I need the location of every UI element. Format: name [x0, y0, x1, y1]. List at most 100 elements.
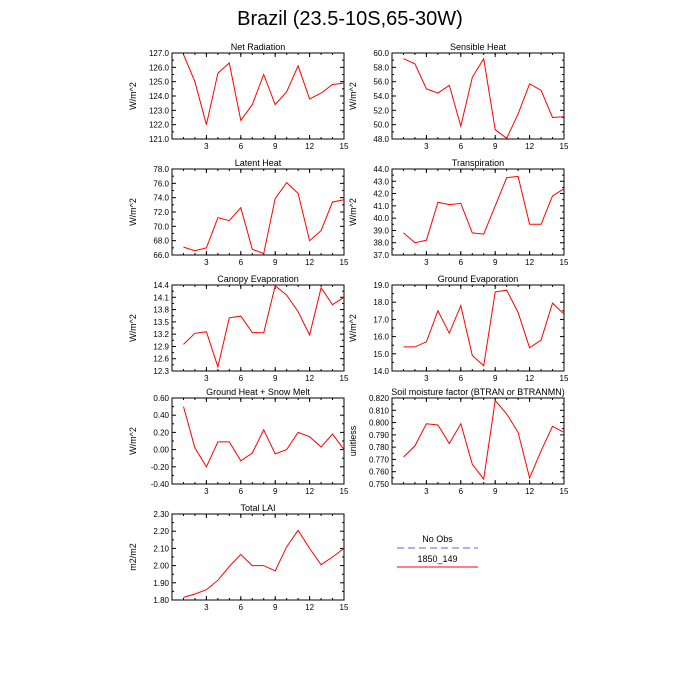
chart-panel: Soil moisture factor (BTRAN or BTRANMN) u…: [348, 387, 569, 496]
series-line: [403, 175, 565, 244]
x-tick-label: 6: [239, 258, 244, 267]
series-line: [183, 529, 345, 598]
y-tick-label: 54.0: [373, 92, 389, 101]
y-tick-label: 42.0: [373, 190, 389, 199]
y-axis-label: W/m^2: [348, 198, 358, 226]
x-tick-label: 15: [340, 487, 349, 496]
series-line: [183, 54, 345, 125]
y-axis-label: unitless: [348, 425, 358, 456]
x-tick-label: 15: [560, 142, 569, 151]
y-tick-label: 0.800: [369, 419, 390, 428]
y-tick-label: 123.0: [149, 106, 170, 115]
y-tick-label: 2.10: [153, 544, 169, 553]
x-tick-label: 3: [204, 142, 209, 151]
y-tick-label: 2.20: [153, 527, 169, 536]
x-tick-label: 9: [493, 374, 498, 383]
y-tick-label: 14.1: [153, 293, 169, 302]
y-tick-label: 50.0: [373, 121, 389, 130]
x-tick-label: 15: [340, 142, 349, 151]
y-tick-label: -0.20: [151, 463, 170, 472]
chart-panel: Canopy Evaporation W/m^2 12.3 12.6 12.9 13.2 1…: [128, 274, 349, 383]
y-tick-label: 12.9: [153, 342, 169, 351]
y-tick-label: 13.5: [153, 318, 169, 327]
y-tick-label: 122.0: [149, 121, 170, 130]
x-tick-label: 12: [305, 374, 314, 383]
panel-title: Transpiration: [452, 158, 504, 168]
x-tick-label: 3: [204, 374, 209, 383]
chart-panel: Ground Heat + Snow Melt W/m^2 -0.40 -0.20 0.…: [128, 387, 349, 496]
y-tick-label: 18.0: [373, 298, 389, 307]
x-tick-label: 15: [560, 258, 569, 267]
y-tick-label: 0.820: [369, 394, 390, 403]
x-tick-label: 9: [493, 258, 498, 267]
panel-title: Latent Heat: [235, 158, 282, 168]
y-tick-label: 0.20: [153, 428, 169, 437]
y-tick-label: 13.8: [153, 306, 169, 315]
y-tick-label: 127.0: [149, 49, 170, 58]
x-tick-label: 6: [459, 258, 464, 267]
x-tick-label: 12: [525, 374, 534, 383]
x-tick-label: 6: [239, 603, 244, 612]
y-tick-label: 44.0: [373, 165, 389, 174]
y-axis-label: W/m^2: [128, 314, 138, 342]
y-tick-label: 14.4: [153, 281, 169, 290]
series-line: [183, 284, 345, 369]
y-tick-label: 0.810: [369, 406, 390, 415]
x-tick-label: 12: [305, 258, 314, 267]
panel-title: Net Radiation: [231, 42, 286, 52]
plot-frame: [171, 168, 345, 256]
x-tick-label: 9: [273, 603, 278, 612]
x-tick-label: 3: [424, 258, 429, 267]
y-tick-label: 58.0: [373, 63, 389, 72]
y-axis-label: W/m^2: [128, 427, 138, 455]
y-tick-label: 41.0: [373, 202, 389, 211]
plot-frame: [391, 52, 565, 140]
y-tick-label: 72.0: [153, 208, 169, 217]
y-tick-label: 121.0: [149, 135, 170, 144]
x-tick-label: 15: [340, 258, 349, 267]
y-tick-label: 48.0: [373, 135, 389, 144]
plot-frame: [391, 284, 565, 372]
y-tick-label: 39.0: [373, 226, 389, 235]
panel-title: Canopy Evaporation: [217, 274, 299, 284]
y-tick-label: 1.80: [153, 596, 169, 605]
y-tick-label: 43.0: [373, 177, 389, 186]
chart-panel: Ground Evaporation W/m^2 14.0 15.0 16.0 17.0 1…: [348, 274, 569, 383]
x-tick-label: 9: [493, 487, 498, 496]
legend-label: No Obs: [422, 534, 453, 544]
x-tick-label: 12: [525, 258, 534, 267]
x-tick-label: 6: [459, 487, 464, 496]
series-line: [183, 181, 345, 255]
panel-title: Total LAI: [240, 503, 275, 513]
y-tick-label: 2.00: [153, 562, 169, 571]
y-tick-label: 66.0: [153, 251, 169, 260]
plot-frame: [171, 52, 345, 140]
y-tick-label: 12.3: [153, 367, 169, 376]
panel-title: Sensible Heat: [450, 42, 507, 52]
chart-panel: Sensible Heat W/m^2 48.0 50.0 52.0 54.0 56.0 58…: [348, 42, 569, 151]
x-tick-label: 6: [459, 374, 464, 383]
x-tick-label: 3: [204, 603, 209, 612]
y-tick-label: 78.0: [153, 165, 169, 174]
x-tick-label: 3: [204, 487, 209, 496]
panel-title: Ground Heat + Snow Melt: [206, 387, 310, 397]
chart-panel: Total LAI m2/m2 1.80 1.90 2.00 2.10 2.20 2.30 3 6…: [128, 503, 349, 612]
x-tick-label: 15: [560, 374, 569, 383]
y-tick-label: 0.00: [153, 446, 169, 455]
x-tick-label: 12: [525, 487, 534, 496]
x-tick-label: 9: [273, 258, 278, 267]
y-tick-label: 1.90: [153, 579, 169, 588]
series-line: [403, 399, 565, 481]
y-axis-label: m2/m2: [128, 543, 138, 571]
x-tick-label: 6: [239, 142, 244, 151]
x-tick-label: 3: [424, 487, 429, 496]
x-tick-label: 12: [525, 142, 534, 151]
legend-label: 1850_149: [417, 554, 457, 564]
y-tick-label: 16.0: [373, 333, 389, 342]
x-tick-label: 9: [273, 142, 278, 151]
y-tick-label: 70.0: [153, 222, 169, 231]
x-tick-label: 6: [239, 487, 244, 496]
y-tick-label: 0.60: [153, 394, 169, 403]
y-tick-label: 17.0: [373, 315, 389, 324]
x-tick-label: 12: [305, 603, 314, 612]
